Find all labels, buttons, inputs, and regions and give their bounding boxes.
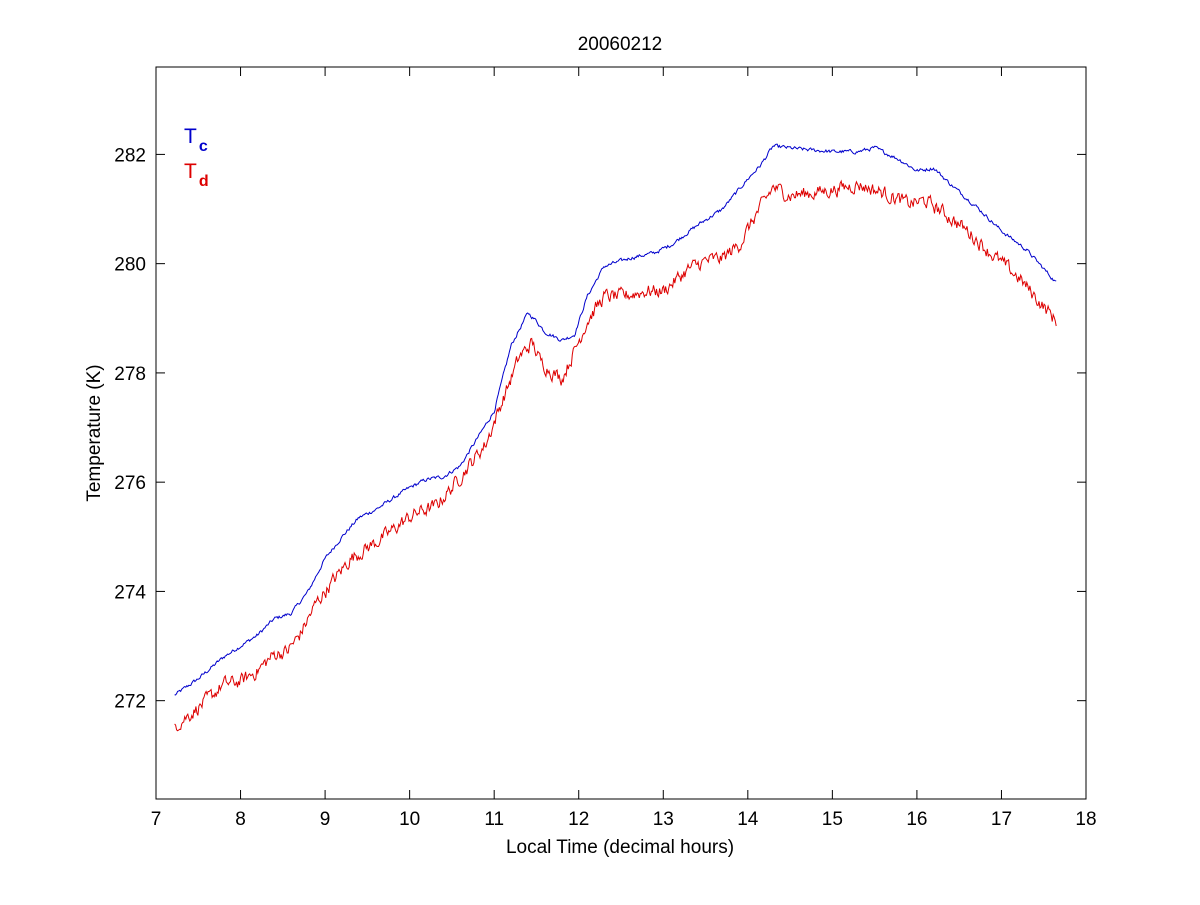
- y-tick-label: 282: [114, 145, 146, 166]
- x-tick-label: 17: [991, 809, 1012, 830]
- series-line-Tc: [174, 143, 1057, 696]
- y-tick-label: 278: [114, 364, 146, 385]
- series-line-Td: [174, 179, 1057, 732]
- y-tick-label: 272: [114, 692, 146, 713]
- y-tick-label: 276: [114, 473, 146, 494]
- x-tick-label: 11: [484, 809, 504, 830]
- x-tick-label: 9: [320, 809, 331, 830]
- chart-title: 20060212: [578, 34, 663, 55]
- x-tick-label: 8: [235, 809, 246, 830]
- y-tick-label: 274: [114, 582, 146, 603]
- x-tick-label: 15: [822, 809, 843, 830]
- legend-subscript: d: [199, 173, 209, 190]
- legend-subscript: c: [199, 138, 208, 155]
- axis-ticks: 7 8 9 10 11 12 13 14 15 16 17 18 272 274 276 278 280 282: [114, 67, 1097, 830]
- y-tick-label: 280: [114, 255, 146, 276]
- x-tick-label: 7: [151, 809, 162, 830]
- series-layer: [174, 143, 1057, 732]
- x-tick-label: 16: [906, 809, 927, 830]
- legend-symbol: T: [184, 125, 197, 148]
- x-tick-label: 13: [653, 809, 674, 830]
- legend-symbol: T: [184, 160, 197, 183]
- plot-area-frame: [155, 66, 1087, 800]
- x-tick-label: 10: [399, 809, 420, 830]
- x-axis-label: Local Time (decimal hours): [506, 837, 734, 858]
- x-tick-label: 18: [1075, 809, 1096, 830]
- x-tick-label: 12: [568, 809, 589, 830]
- y-axis-label: Temperature (K): [84, 364, 105, 501]
- x-tick-label: 14: [737, 809, 759, 830]
